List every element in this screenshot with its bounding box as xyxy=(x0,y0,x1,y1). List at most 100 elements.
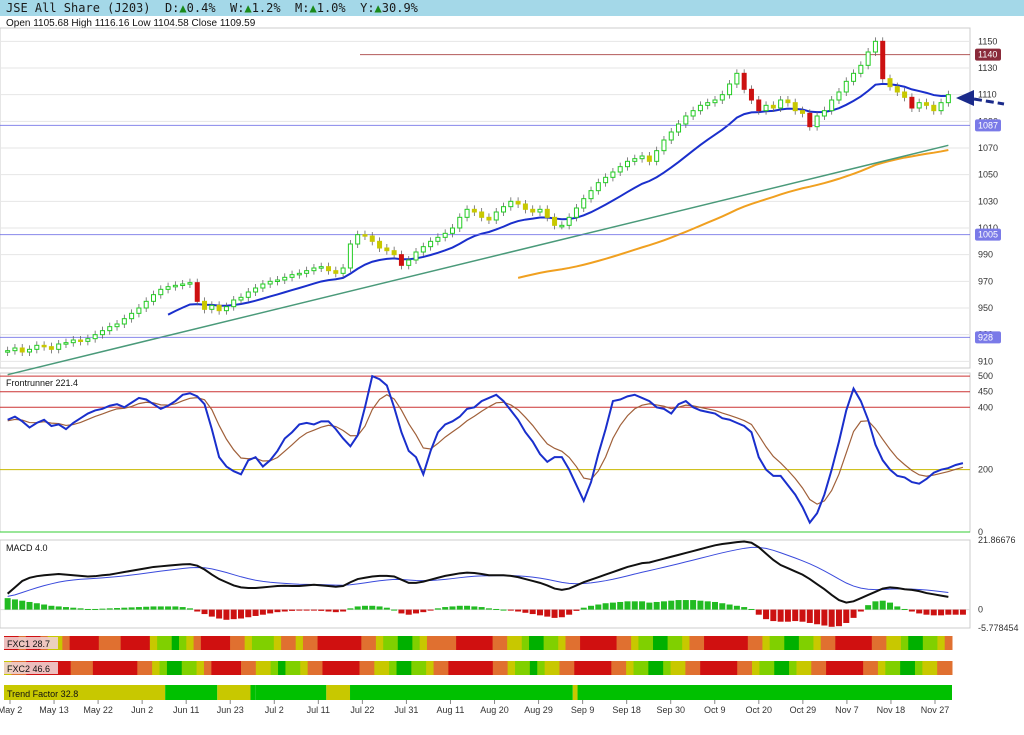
fxc2-cell xyxy=(352,661,360,675)
price-panel[interactable]: 9109309509709901010103010501070109011101… xyxy=(0,36,1005,376)
fxc2-cell xyxy=(522,661,531,675)
x-tick-label: Nov 27 xyxy=(921,705,950,715)
macd-bar xyxy=(150,606,157,610)
x-axis: May 2 May 13 May 22 Jun 2 Jun 11 Jun 23 Jul 2 J… xyxy=(0,700,949,715)
x-tick-label: Jul 22 xyxy=(350,705,374,715)
candle xyxy=(654,150,660,162)
candle xyxy=(741,72,747,90)
candle xyxy=(639,155,645,160)
frontrunner-line xyxy=(7,374,964,525)
macd-bar xyxy=(238,609,244,619)
fxc1-cell xyxy=(273,636,282,650)
fxc2-cell xyxy=(389,661,398,675)
macd-bar xyxy=(413,609,420,614)
macd-tick-label: 0 xyxy=(978,605,983,615)
fxc1-cell xyxy=(601,636,610,650)
fxc2-cell xyxy=(463,661,472,675)
macd-bar xyxy=(930,609,937,616)
macd-bar xyxy=(872,601,879,610)
fxc1-cell xyxy=(470,636,479,650)
macd-bar xyxy=(186,608,193,610)
level-badge xyxy=(975,228,1001,241)
fxc2-cell xyxy=(840,661,849,675)
macd-bar xyxy=(289,609,296,611)
macd-tick-label: -5.778454 xyxy=(978,623,1019,633)
macd-bar xyxy=(449,606,456,610)
price-tick-label: 990 xyxy=(978,250,993,260)
fxc2-cell xyxy=(685,661,694,675)
fxc1-cell xyxy=(127,636,136,650)
candle xyxy=(56,343,62,350)
macd-bar xyxy=(121,607,128,610)
fxc1-cell xyxy=(478,636,486,650)
candle xyxy=(12,347,18,352)
candle xyxy=(369,235,375,242)
fxc2-cell xyxy=(122,661,131,675)
fxc1-cell xyxy=(594,636,603,650)
fxc2-cell xyxy=(448,661,457,675)
macd-bar xyxy=(573,609,580,611)
candle xyxy=(734,72,740,85)
fxc2-cell xyxy=(929,661,938,675)
fxc1-cell xyxy=(499,636,508,650)
fxc2-cell xyxy=(855,661,864,675)
candle xyxy=(676,123,682,133)
candle xyxy=(172,284,178,288)
macd-bar xyxy=(19,600,26,610)
candle xyxy=(398,254,404,266)
candle xyxy=(27,348,33,353)
fxc1-cell xyxy=(281,636,289,650)
candle xyxy=(289,274,295,278)
candle xyxy=(413,251,419,261)
macd-bar xyxy=(865,605,872,610)
x-tick-label: Jun 11 xyxy=(173,705,199,715)
fxc2-cell xyxy=(159,661,168,675)
fxc2-cell xyxy=(100,661,109,675)
fxc2-cell xyxy=(226,661,235,675)
price-tick-label: 970 xyxy=(978,276,993,286)
candle xyxy=(384,247,390,252)
fxc2-cell xyxy=(396,661,405,675)
macd-bar xyxy=(916,609,923,614)
x-tick-label: Nov 18 xyxy=(877,705,906,715)
macd-bar xyxy=(814,609,821,625)
fxc1-cell xyxy=(645,636,654,650)
macd-tick-label: 21.86676 xyxy=(978,535,1016,545)
macd-bar xyxy=(609,602,616,610)
fxc2-cell xyxy=(848,661,857,675)
macd-bar xyxy=(952,609,959,615)
macd-bar xyxy=(719,603,726,610)
candle xyxy=(887,78,893,88)
macd-bar xyxy=(165,606,172,610)
frontrunner-panel[interactable]: 0 200 400 450 500 Frontrunner 221.4 xyxy=(0,371,993,537)
stat-daily: D:▲0.4% xyxy=(164,1,216,15)
fxc2-cell xyxy=(78,661,86,675)
fxc1-cell xyxy=(375,636,384,650)
candle xyxy=(756,99,762,112)
macd-bar xyxy=(471,606,478,610)
macd-bar xyxy=(595,604,602,610)
fxc2-cell xyxy=(737,661,746,675)
macd-bar xyxy=(259,609,266,615)
fxc2-cell xyxy=(692,661,701,675)
candle xyxy=(143,300,149,309)
fxc2-cell xyxy=(574,661,583,675)
fxc1-cell xyxy=(106,636,114,650)
fxc1-cell xyxy=(849,636,858,650)
fxc2-cell xyxy=(811,661,820,675)
fxc1-cell xyxy=(237,636,246,650)
candle xyxy=(800,110,806,114)
fxc1-cell xyxy=(171,636,180,650)
macd-panel[interactable]: -5.778454 0 21.86676 MACD 4.0 xyxy=(0,535,1019,633)
candle xyxy=(150,294,156,302)
trend-factor-segment xyxy=(250,685,256,700)
macd-bar xyxy=(310,609,317,611)
macd-bar xyxy=(157,606,164,610)
fxc2-cell xyxy=(640,661,649,675)
fxc1-cell xyxy=(842,636,851,650)
macd-bar xyxy=(208,609,215,617)
fxc1-cell xyxy=(609,636,618,650)
x-tick-label: Oct 29 xyxy=(790,705,817,715)
macd-bar xyxy=(923,609,930,615)
